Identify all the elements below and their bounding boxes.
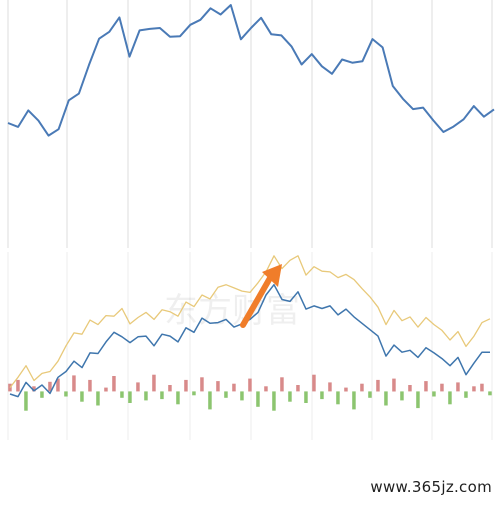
volume-bar bbox=[16, 379, 20, 392]
volume-bar bbox=[104, 387, 108, 392]
volume-bar bbox=[288, 391, 292, 402]
volume-bar bbox=[224, 391, 228, 398]
upper-yellow-line bbox=[9, 255, 491, 388]
top-price-chart bbox=[7, 4, 495, 137]
volume-bar bbox=[328, 382, 332, 392]
volume-bar bbox=[168, 385, 172, 392]
volume-bar bbox=[280, 377, 284, 392]
bottom-volume-bars bbox=[8, 374, 492, 411]
volume-bar bbox=[248, 378, 252, 392]
volume-bar bbox=[464, 391, 468, 398]
volume-bar bbox=[152, 374, 156, 392]
bottom-line-chart bbox=[9, 255, 491, 398]
volume-bar bbox=[192, 391, 196, 396]
volume-bar bbox=[360, 383, 364, 392]
volume-bar bbox=[24, 391, 28, 411]
volume-bar bbox=[336, 391, 340, 405]
volume-bar bbox=[440, 383, 444, 392]
volume-bar bbox=[312, 374, 316, 392]
volume-bar bbox=[208, 391, 212, 410]
volume-bar bbox=[200, 377, 204, 392]
volume-bar bbox=[376, 379, 380, 392]
volume-bar bbox=[56, 378, 60, 392]
volume-bar bbox=[416, 391, 420, 409]
top-grid bbox=[7, 0, 493, 248]
volume-bar bbox=[32, 386, 36, 392]
volume-bar bbox=[64, 391, 68, 397]
volume-bar bbox=[120, 391, 124, 398]
volume-bar bbox=[136, 382, 140, 392]
volume-bar bbox=[160, 391, 164, 400]
volume-bar bbox=[408, 385, 412, 392]
volume-bar bbox=[296, 385, 300, 392]
volume-bar bbox=[424, 381, 428, 392]
volume-bar bbox=[456, 382, 460, 392]
volume-bar bbox=[344, 387, 348, 392]
volume-bar bbox=[176, 391, 180, 405]
price-line bbox=[7, 4, 495, 137]
volume-bar bbox=[400, 391, 404, 401]
volume-bar bbox=[352, 391, 356, 410]
volume-bar bbox=[480, 383, 484, 392]
arrow-shaft bbox=[240, 275, 273, 328]
source-watermark: www.365jz.com bbox=[368, 478, 494, 496]
volume-bar bbox=[184, 379, 188, 392]
volume-bar bbox=[304, 391, 308, 403]
volume-bar bbox=[392, 378, 396, 392]
volume-bar bbox=[384, 391, 388, 406]
volume-bar bbox=[88, 379, 92, 392]
volume-bar bbox=[96, 391, 100, 406]
lower-blue-line bbox=[9, 283, 490, 398]
volume-bar bbox=[432, 391, 436, 397]
trend-arrow bbox=[240, 264, 282, 328]
volume-bar bbox=[72, 375, 76, 392]
bottom-grid bbox=[7, 252, 493, 440]
volume-bar bbox=[40, 391, 44, 398]
volume-bar bbox=[488, 391, 492, 396]
volume-bar bbox=[256, 391, 260, 407]
volume-bar bbox=[232, 383, 236, 392]
volume-bar bbox=[216, 381, 220, 392]
volume-bar bbox=[272, 391, 276, 411]
volume-bar bbox=[128, 391, 132, 403]
volume-bar bbox=[240, 391, 244, 401]
volume-bar bbox=[448, 391, 452, 405]
volume-bar bbox=[48, 381, 52, 392]
volume-bar bbox=[144, 391, 148, 401]
volume-bar bbox=[320, 391, 324, 400]
arrow-head bbox=[262, 264, 282, 287]
volume-bar bbox=[80, 391, 84, 402]
volume-bar bbox=[368, 391, 372, 398]
volume-bar bbox=[472, 386, 476, 392]
volume-bar bbox=[264, 386, 268, 392]
volume-bar bbox=[112, 376, 116, 392]
